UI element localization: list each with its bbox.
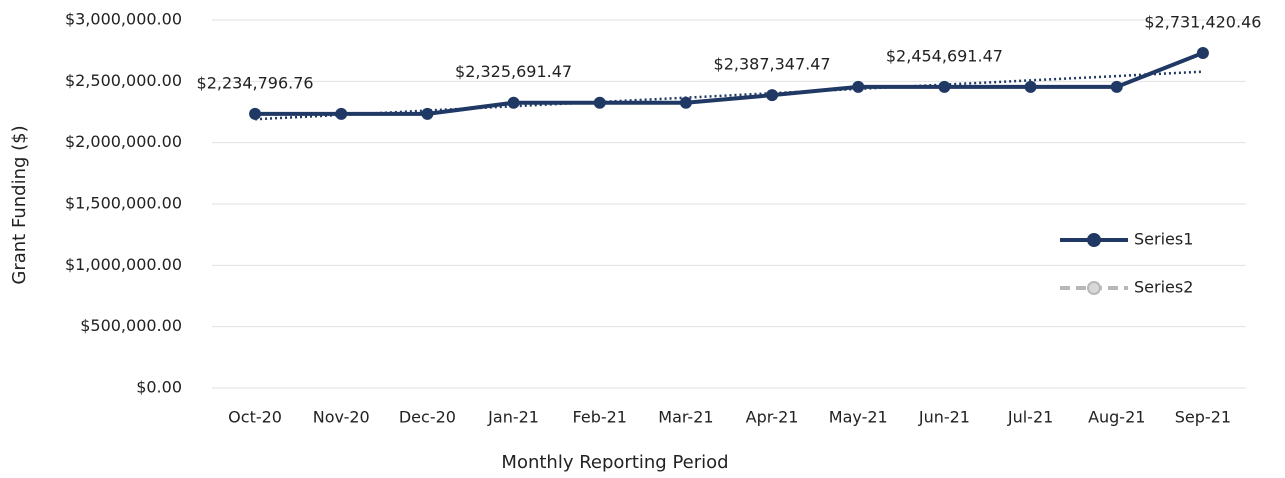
data-label: $2,454,691.47 — [886, 46, 1003, 65]
data-label: $2,325,691.47 — [455, 62, 572, 81]
y-tick-label: $1,000,000.00 — [65, 255, 182, 274]
data-point — [852, 80, 865, 93]
y-tick-label: $0.00 — [136, 378, 182, 397]
y-tick-label: $1,500,000.00 — [65, 194, 182, 213]
data-point — [1110, 80, 1123, 93]
data-point — [679, 96, 692, 109]
x-tick-label: May-21 — [829, 408, 888, 427]
legend-label: Series2 — [1134, 278, 1193, 297]
trendline — [255, 70, 1203, 121]
x-tick-label: Feb-21 — [573, 408, 627, 427]
x-tick-label: Jan-21 — [487, 408, 539, 427]
data-point — [1024, 80, 1037, 93]
legend-marker — [1087, 233, 1101, 247]
data-point — [421, 107, 434, 120]
x-tick-label: Jun-21 — [918, 408, 970, 427]
data-label: $2,234,796.76 — [197, 73, 314, 92]
y-tick-label: $2,000,000.00 — [65, 132, 182, 151]
legend-label: Series1 — [1134, 230, 1193, 249]
x-tick-label: Aug-21 — [1088, 408, 1145, 427]
y-tick-label: $2,500,000.00 — [65, 71, 182, 90]
y-tick-label: $3,000,000.00 — [65, 10, 182, 29]
x-tick-label: Dec-20 — [399, 408, 456, 427]
data-point — [766, 89, 779, 102]
x-tick-label: Nov-20 — [313, 408, 370, 427]
x-axis-title: Monthly Reporting Period — [501, 452, 728, 473]
y-tick-label: $500,000.00 — [80, 316, 182, 335]
x-tick-label: Jul-21 — [1007, 408, 1053, 427]
x-tick-label: Apr-21 — [746, 408, 799, 427]
data-point — [1196, 46, 1209, 59]
data-point — [507, 96, 520, 109]
data-point — [593, 96, 606, 109]
x-tick-label: Sep-21 — [1175, 408, 1231, 427]
data-point — [249, 107, 262, 120]
data-label: $2,387,347.47 — [714, 55, 831, 74]
y-axis-title: Grant Funding ($) — [9, 125, 30, 284]
x-tick-label: Oct-20 — [228, 408, 282, 427]
data-label: $2,731,420.46 — [1144, 12, 1261, 31]
data-point — [335, 107, 348, 120]
data-point — [938, 80, 951, 93]
x-tick-label: Mar-21 — [658, 408, 713, 427]
legend-marker — [1087, 281, 1101, 295]
series-line — [255, 51, 1204, 116]
